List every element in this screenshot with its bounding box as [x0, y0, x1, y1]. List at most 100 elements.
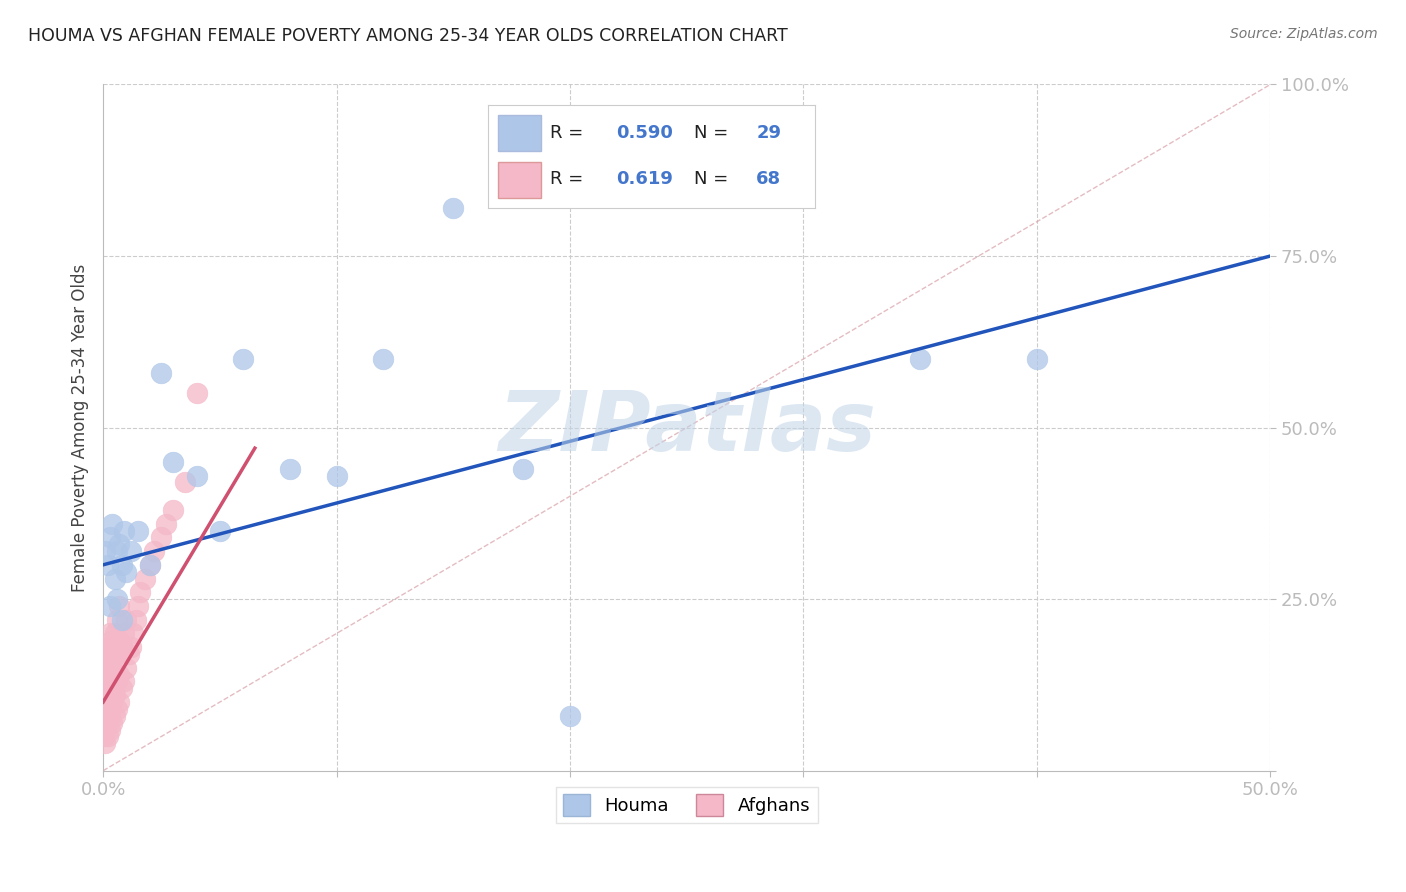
Point — [98, 654, 121, 668]
Point — [139, 558, 162, 572]
Point — [558, 708, 581, 723]
Point — [93, 708, 115, 723]
Point — [98, 626, 121, 640]
Point — [101, 674, 124, 689]
Point — [111, 640, 134, 655]
Point — [104, 647, 127, 661]
Point — [94, 702, 117, 716]
Point — [115, 661, 138, 675]
Point — [104, 626, 127, 640]
Point — [120, 544, 142, 558]
Point — [1026, 351, 1049, 366]
Point — [94, 736, 117, 750]
Text: Source: ZipAtlas.com: Source: ZipAtlas.com — [1230, 27, 1378, 41]
Point — [105, 674, 128, 689]
Point — [441, 201, 464, 215]
Point — [162, 455, 184, 469]
Point — [325, 468, 347, 483]
Point — [122, 626, 145, 640]
Point — [127, 524, 149, 538]
Point — [111, 613, 134, 627]
Point — [98, 702, 121, 716]
Point — [139, 558, 162, 572]
Point — [115, 613, 138, 627]
Point — [112, 674, 135, 689]
Point — [98, 708, 121, 723]
Point — [150, 530, 173, 544]
Point — [134, 572, 156, 586]
Point — [97, 681, 120, 696]
Point — [155, 516, 177, 531]
Point — [111, 681, 134, 696]
Point — [104, 708, 127, 723]
Point — [94, 544, 117, 558]
Point — [97, 558, 120, 572]
Point — [94, 681, 117, 696]
Point — [94, 708, 117, 723]
Point — [108, 695, 131, 709]
Point — [118, 647, 141, 661]
Point — [104, 667, 127, 681]
Point — [101, 516, 124, 531]
Point — [186, 386, 208, 401]
Point — [98, 667, 121, 681]
Point — [373, 351, 395, 366]
Point — [98, 723, 121, 737]
Point — [104, 572, 127, 586]
Point — [127, 599, 149, 613]
Point — [104, 688, 127, 702]
Point — [232, 351, 254, 366]
Point — [129, 585, 152, 599]
Point — [108, 599, 131, 613]
Legend: Houma, Afghans: Houma, Afghans — [555, 787, 818, 823]
Point — [173, 475, 195, 490]
Point — [98, 681, 121, 696]
Point — [112, 524, 135, 538]
Point — [94, 715, 117, 730]
Text: HOUMA VS AFGHAN FEMALE POVERTY AMONG 25-34 YEAR OLDS CORRELATION CHART: HOUMA VS AFGHAN FEMALE POVERTY AMONG 25-… — [28, 27, 787, 45]
Point — [278, 461, 301, 475]
Point — [93, 730, 115, 744]
Point — [108, 537, 131, 551]
Point — [125, 613, 148, 627]
Point — [105, 647, 128, 661]
Point — [101, 715, 124, 730]
Point — [105, 592, 128, 607]
Point — [162, 503, 184, 517]
Point — [108, 633, 131, 648]
Point — [98, 640, 121, 655]
Point — [908, 351, 931, 366]
Point — [208, 524, 231, 538]
Point — [96, 715, 118, 730]
Text: ZIPatlas: ZIPatlas — [498, 387, 876, 468]
Point — [105, 702, 128, 716]
Point — [94, 640, 117, 655]
Y-axis label: Female Poverty Among 25-34 Year Olds: Female Poverty Among 25-34 Year Olds — [72, 263, 89, 591]
Point — [96, 688, 118, 702]
Point — [94, 723, 117, 737]
Point — [97, 647, 120, 661]
Point — [111, 558, 134, 572]
Point — [97, 695, 120, 709]
Point — [94, 667, 117, 681]
Point — [98, 695, 121, 709]
Point — [97, 730, 120, 744]
Point — [94, 695, 117, 709]
Point — [120, 640, 142, 655]
Point — [115, 565, 138, 579]
Point — [105, 613, 128, 627]
Point — [143, 544, 166, 558]
Point — [98, 599, 121, 613]
Point — [97, 708, 120, 723]
Point — [97, 661, 120, 675]
Point — [94, 654, 117, 668]
Point — [101, 695, 124, 709]
Point — [150, 366, 173, 380]
Point — [101, 654, 124, 668]
Point — [512, 461, 534, 475]
Point — [186, 468, 208, 483]
Point — [97, 715, 120, 730]
Point — [105, 544, 128, 558]
Point — [108, 667, 131, 681]
Point — [101, 633, 124, 648]
